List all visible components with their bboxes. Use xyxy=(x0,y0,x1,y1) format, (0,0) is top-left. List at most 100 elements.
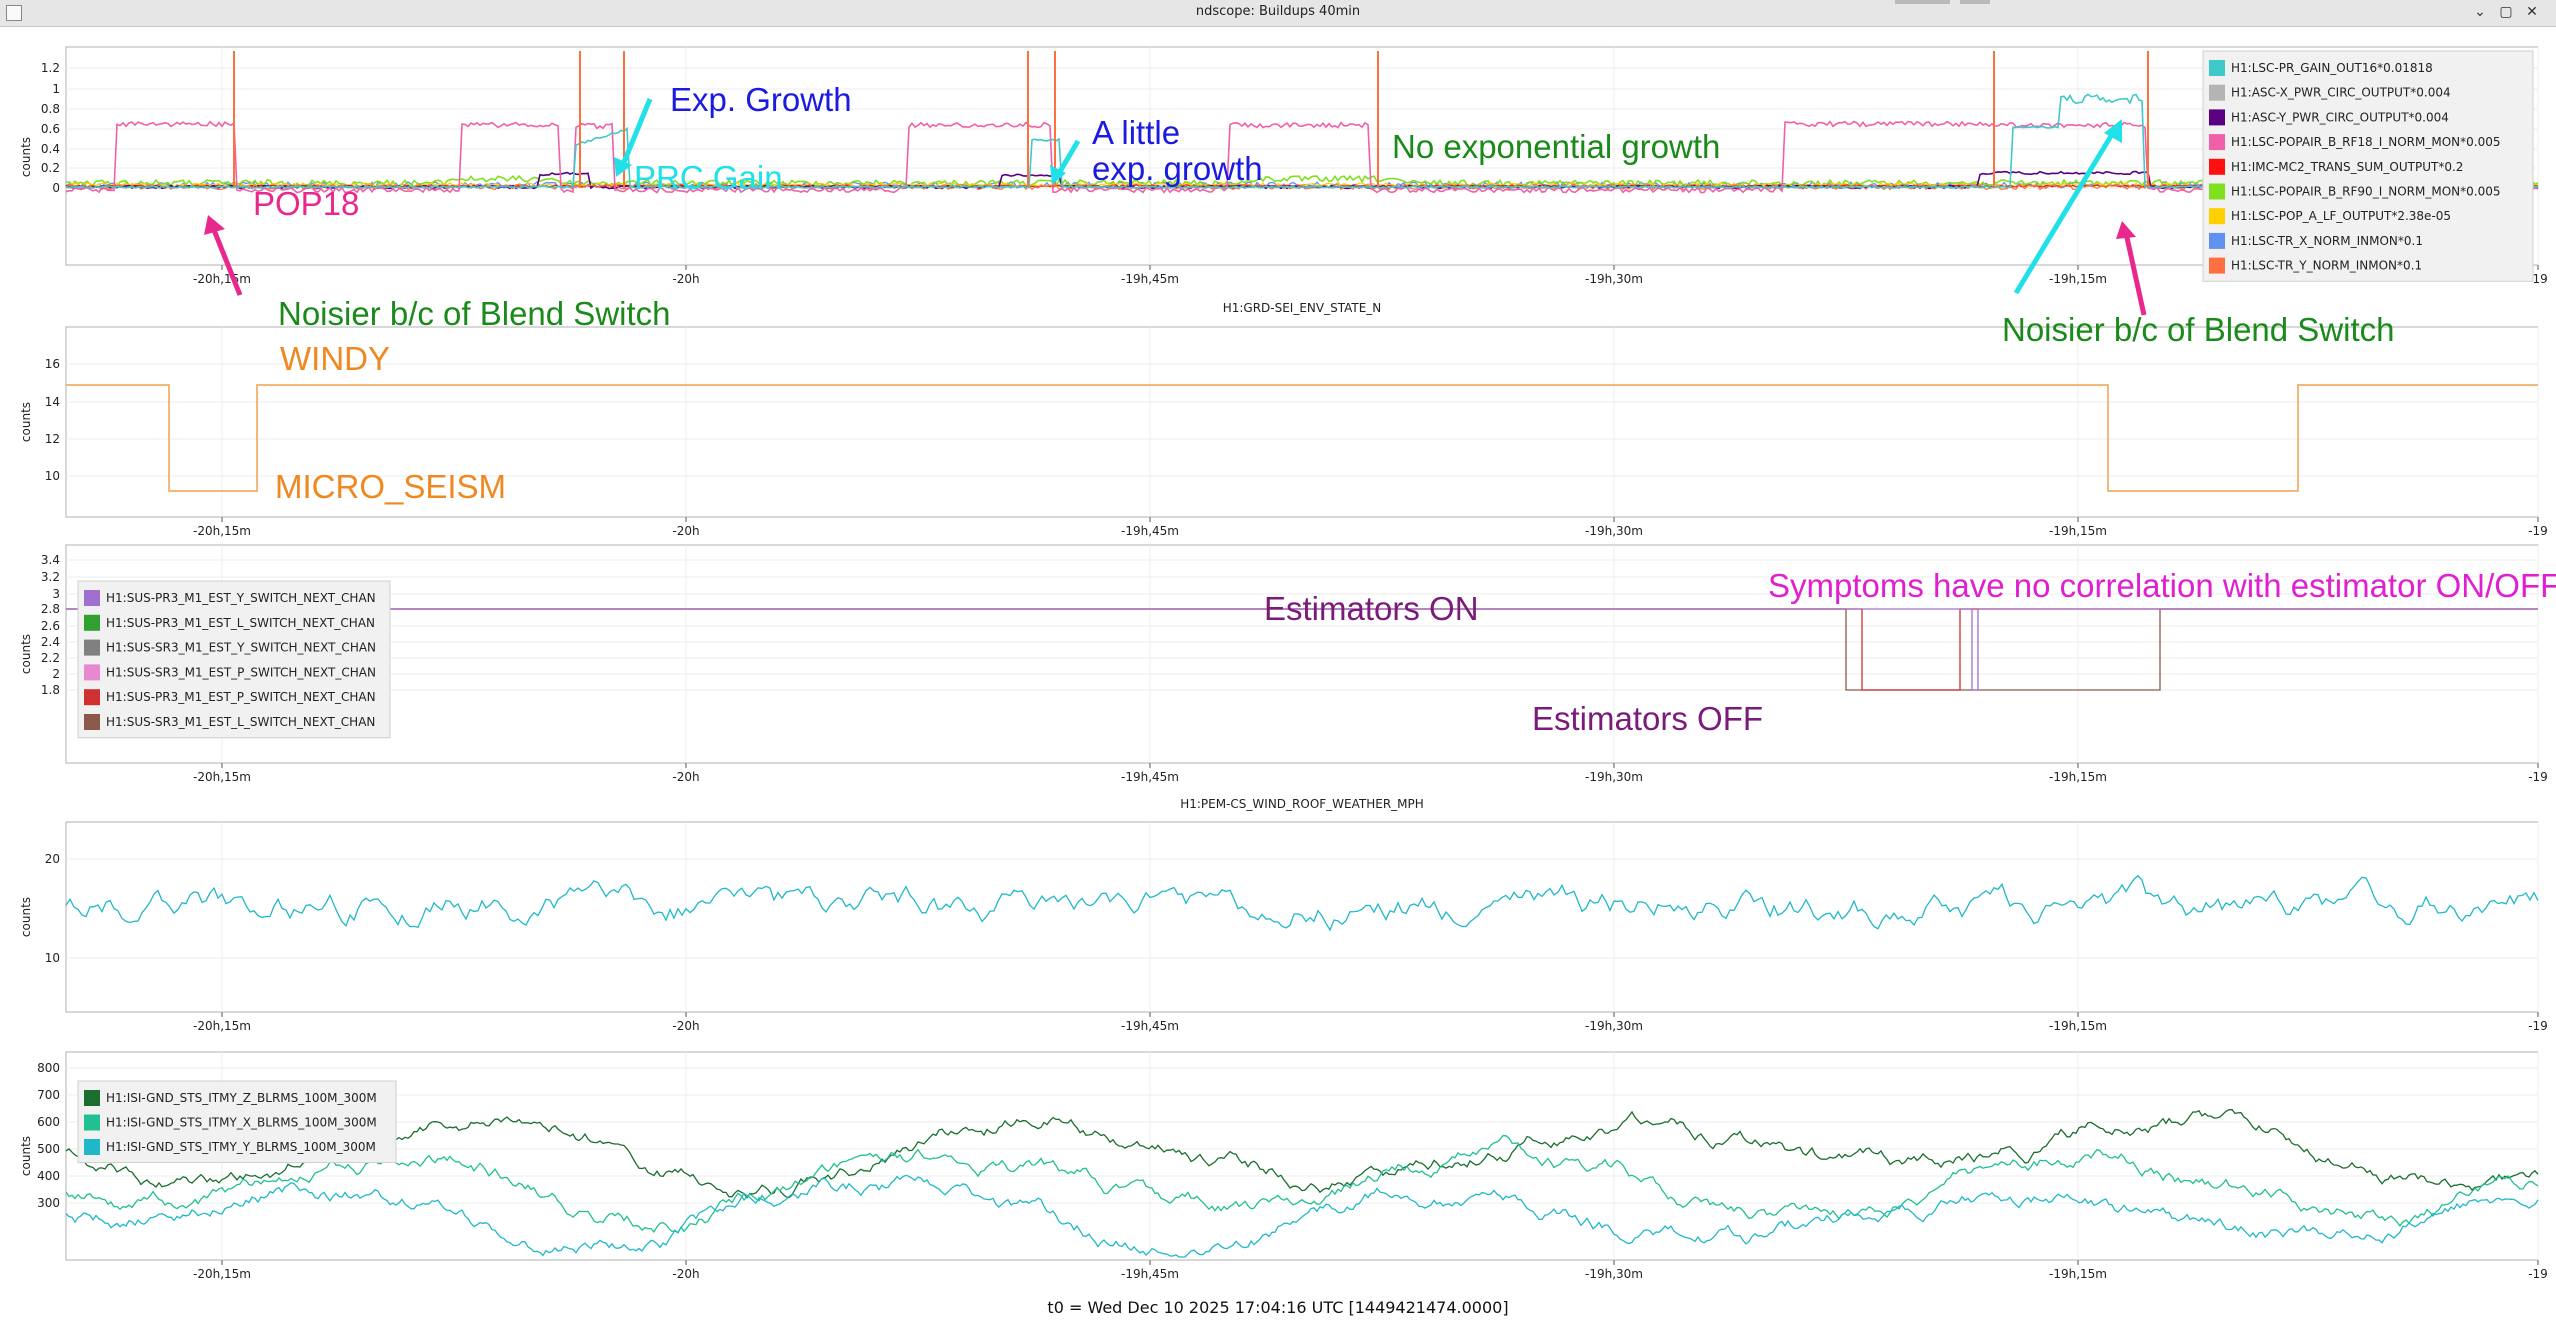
trace-rf18 xyxy=(65,120,2539,194)
annotation-pop18: POP18 xyxy=(253,185,359,222)
trace-blrms-1 xyxy=(65,1134,2539,1234)
y-tick-label: 2.6 xyxy=(41,619,60,633)
y-tick-label: 14 xyxy=(45,395,60,409)
y-axis-label: counts xyxy=(19,634,33,674)
legend-entry[interactable]: H1:LSC-TR_Y_NORM_INMON*0.1 xyxy=(2231,259,2422,273)
close-icon[interactable]: ✕ xyxy=(2526,4,2538,20)
toolbar-tab-stub xyxy=(1895,0,1950,4)
arrow-pop18 xyxy=(209,224,243,296)
plot-traces xyxy=(65,1108,2539,1258)
arrow-prc-gain xyxy=(2013,129,2117,295)
legend-swatch xyxy=(84,1139,100,1155)
x-tick-label: -19h,30m xyxy=(1585,1267,1643,1281)
arrow-head xyxy=(2116,221,2136,239)
legend-entry[interactable]: H1:ASC-Y_PWR_CIRC_OUTPUT*0.004 xyxy=(2231,110,2449,124)
legend-entry[interactable]: H1:LSC-POPAIR_B_RF18_I_NORM_MON*0.005 xyxy=(2231,135,2500,149)
annotation-noisier-right: Noisier b/c of Blend Switch xyxy=(2002,311,2395,348)
y-tick-label: 2.2 xyxy=(41,651,60,665)
legend-entry[interactable]: H1:ISI-GND_STS_ITMY_Z_BLRMS_100M_300M xyxy=(106,1091,377,1105)
legend-entry[interactable]: H1:ASC-X_PWR_CIRC_OUTPUT*0.004 xyxy=(2231,86,2451,100)
legend-entry[interactable]: H1:SUS-PR3_M1_EST_P_SWITCH_NEXT_CHAN xyxy=(106,690,376,704)
legend[interactable]: H1:LSC-PR_GAIN_OUT16*0.01818 H1:ASC-X_PWR… xyxy=(2202,50,2534,282)
legend-entry[interactable]: H1:ISI-GND_STS_ITMY_X_BLRMS_100M_300M xyxy=(106,1116,377,1130)
legend-entry[interactable]: H1:ISI-GND_STS_ITMY_Y_BLRMS_100M_300M xyxy=(106,1140,376,1154)
y-axis-ticks: 16 14 12 10 xyxy=(45,357,60,483)
trace-env-state xyxy=(66,384,2538,492)
plot-buildups[interactable]: 1.2 1 0.8 0.6 0.4 0.2 0 -20h,15m -20h -19h,45m -1… xyxy=(19,46,2548,286)
x-tick-label: -19h,15m xyxy=(2049,770,2107,784)
y-axis-ticks: 3.4 3.2 32.8 2.6 2.4 2.2 2 1.8 xyxy=(41,553,60,697)
plot-estimators[interactable]: 3.4 3.2 32.8 2.6 2.4 2.2 2 1.8 -20h,15m -20h -19h… xyxy=(19,544,2548,784)
app-icon xyxy=(6,5,22,21)
x-tick-label: -20h,15m xyxy=(193,1267,251,1281)
x-tick-label: -19h,45m xyxy=(1121,1267,1179,1281)
x-axis-ticks: -20h,15m -20h -19h,45m -19h,30m -19h,15m -19 xyxy=(193,1260,2548,1281)
legend[interactable]: H1:SUS-PR3_M1_EST_Y_SWITCH_NEXT_CHAN H1:S… xyxy=(77,580,391,739)
trace-tr-y xyxy=(65,183,2539,191)
annotation-exp-growth: Exp. Growth xyxy=(670,81,852,118)
chevron-down-icon[interactable]: ⌄ xyxy=(2474,4,2486,20)
y-tick-label: 300 xyxy=(37,1196,60,1210)
y-tick-label: 500 xyxy=(37,1142,60,1156)
plot-traces xyxy=(66,608,2538,691)
annotation-windy: WINDY xyxy=(280,340,390,377)
legend-swatch xyxy=(2209,232,2225,249)
x-tick-label: -19h,15m xyxy=(2049,272,2107,286)
legend-entry[interactable]: H1:LSC-POP_A_LF_OUTPUT*2.38e-05 xyxy=(2231,209,2451,223)
legend-entry[interactable]: H1:LSC-PR_GAIN_OUT16*0.01818 xyxy=(2231,61,2433,75)
annotation-noisier-left: Noisier b/c of Blend Switch xyxy=(278,295,671,332)
y-tick-label: 10 xyxy=(45,951,60,965)
annotation-micro-seism: MICRO_SEISM xyxy=(275,468,506,505)
x-tick-label: -19 xyxy=(2528,1019,2548,1033)
x-tick-label: -20h,15m xyxy=(193,272,251,286)
x-axis-ticks: -20h,15m -20h -19h,45m -19h,30m -19h,15m -19 xyxy=(193,1012,2548,1033)
legend-swatch xyxy=(84,714,100,730)
maximize-icon[interactable]: ▢ xyxy=(2499,4,2513,20)
legend-entry[interactable]: H1:LSC-POPAIR_B_RF90_I_NORM_MON*0.005 xyxy=(2231,185,2500,199)
legend-entry[interactable]: H1:SUS-PR3_M1_EST_Y_SWITCH_NEXT_CHAN xyxy=(106,591,376,605)
plot-frame xyxy=(65,46,2539,266)
y-axis-label: counts xyxy=(19,137,33,177)
plot-env-state[interactable]: H1:GRD-SEI_ENV_STATE_N 16 14 12 10 -20h,15m… xyxy=(19,301,2548,538)
plot-frame xyxy=(65,326,2539,518)
legend-entry[interactable]: H1:SUS-SR3_M1_EST_L_SWITCH_NEXT_CHAN xyxy=(106,715,375,729)
window-titlebar: ndscope: Buildups 40min ⌄ ▢ ✕ xyxy=(0,0,2556,27)
x-tick-label: -19h,15m xyxy=(2049,1019,2107,1033)
x-tick-label: -19h,15m xyxy=(2049,1267,2107,1281)
annotation-exp-growth-2: exp. growth xyxy=(1092,150,1263,187)
y-tick-label: 0.8 xyxy=(41,102,60,116)
arrow-head xyxy=(1050,165,1066,185)
x-axis-ticks: -20h,15m -20h -19h,45m -19h,30m -19h,15m -19 xyxy=(193,517,2548,538)
y-axis-label: counts xyxy=(19,402,33,442)
annotation-no-correlation: Symptoms have no correlation with estima… xyxy=(1768,567,2556,604)
y-tick-label: 20 xyxy=(45,852,60,866)
y-tick-label: 600 xyxy=(37,1115,60,1129)
legend-swatch xyxy=(2209,183,2225,200)
y-tick-label: 3 xyxy=(52,587,60,601)
annotation-estimators-off: Estimators OFF xyxy=(1532,700,1763,737)
x-tick-label: -20h xyxy=(672,1019,699,1033)
trace-est-pr3-y xyxy=(66,608,2538,691)
legend-entry[interactable]: H1:LSC-TR_X_NORM_INMON*0.1 xyxy=(2231,234,2423,248)
annotations: POP18 Exp. Growth PRC Gain A little exp.… xyxy=(253,81,2556,737)
legend-entry[interactable]: H1:SUS-PR3_M1_EST_L_SWITCH_NEXT_CHAN xyxy=(106,616,375,630)
y-tick-label: 1.8 xyxy=(41,683,60,697)
legend-entry[interactable]: H1:IMC-MC2_TRANS_SUM_OUTPUT*0.2 xyxy=(2231,160,2463,174)
y-tick-label: 2.8 xyxy=(41,602,60,616)
plot-traces xyxy=(65,874,2539,932)
legend-swatch xyxy=(2209,84,2225,101)
plot-title: H1:GRD-SEI_ENV_STATE_N xyxy=(1223,301,1382,315)
plot-traces xyxy=(65,51,2539,194)
legend-entry[interactable]: H1:SUS-SR3_M1_EST_Y_SWITCH_NEXT_CHAN xyxy=(106,641,376,655)
plot-grid xyxy=(66,1052,2539,1260)
legend[interactable]: H1:ISI-GND_STS_ITMY_Z_BLRMS_100M_300M H1:… xyxy=(77,1080,397,1163)
trace-pr-gain xyxy=(66,93,2539,189)
x-tick-label: -19h,30m xyxy=(1585,524,1643,538)
legend-swatch xyxy=(84,1114,100,1131)
x-tick-label: -19h,45m xyxy=(1121,770,1179,784)
x-tick-label: -20h xyxy=(672,770,699,784)
legend-entry[interactable]: H1:SUS-SR3_M1_EST_P_SWITCH_NEXT_CHAN xyxy=(106,665,376,679)
y-tick-label: 3.2 xyxy=(41,570,60,584)
